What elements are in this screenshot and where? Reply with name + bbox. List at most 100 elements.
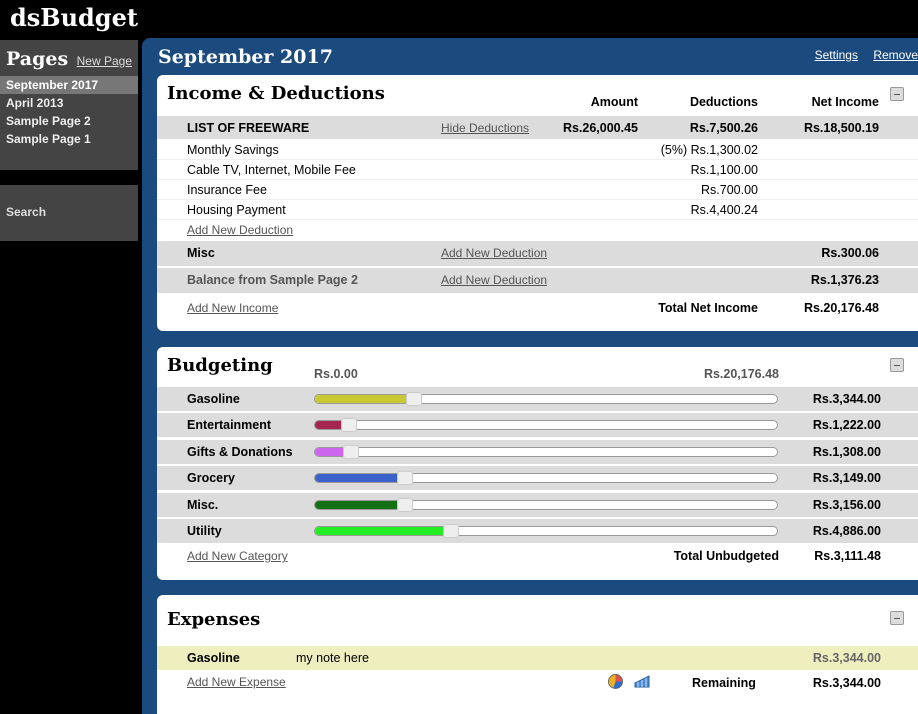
deduction-name: Insurance Fee: [187, 183, 267, 197]
income-name: Balance from Sample Page 2: [187, 273, 358, 287]
budget-slider-handle[interactable]: [406, 392, 422, 406]
budget-slider[interactable]: [314, 444, 778, 459]
budget-slider-fill: [315, 395, 408, 403]
expense-note: my note here: [296, 651, 369, 665]
budget-slider-handle[interactable]: [343, 444, 359, 459]
category-value: Rs.1,222.00: [812, 418, 881, 433]
hide-deductions-link[interactable]: Hide Deductions: [441, 121, 530, 135]
add-deduction-link[interactable]: Add New Deduction: [187, 223, 294, 237]
category-name: Misc.: [187, 497, 219, 512]
expense-value: Rs.3,344.00: [812, 651, 881, 665]
category-value: Rs.3,344.00: [812, 392, 881, 406]
deduction-row[interactable]: Monthly Savings (5%) Rs.1,300.02: [157, 140, 918, 160]
pie-chart-icon[interactable]: [608, 674, 623, 689]
income-deductions: Rs.7,500.26: [689, 121, 758, 135]
expenses-title: Expenses: [167, 609, 261, 630]
deduction-value: Rs.4,400.24: [690, 203, 758, 217]
expenses-minimize-button[interactable]: [890, 611, 904, 625]
budget-category-row: Gifts & Donations Rs.1,308.00: [157, 439, 918, 465]
category-value: Rs.3,149.00: [812, 471, 881, 486]
budget-slider-fill: [315, 447, 345, 456]
add-income-link[interactable]: Add New Income: [187, 301, 279, 315]
add-deduction-row: Add New Deduction: [157, 220, 918, 240]
budgeting-minimize-button[interactable]: [890, 358, 904, 372]
total-net-income-label: Total Net Income: [658, 301, 758, 315]
deduction-value: Rs.700.00: [701, 183, 758, 197]
page-item-sample-page-1[interactable]: Sample Page 1: [6, 132, 91, 146]
income-name: LIST OF FREEWARE: [187, 121, 310, 135]
category-value: Rs.3,156.00: [812, 497, 881, 512]
income-net: Rs.1,376.23: [810, 273, 879, 287]
deduction-value: (5%) Rs.1,300.02: [660, 143, 758, 157]
page-item-april-2013[interactable]: April 2013: [6, 96, 64, 110]
budget-category-row: Gasoline Rs.3,344.00: [157, 387, 918, 412]
expenses-footer: Add New Expense Remaining Rs.3,344.00: [157, 672, 918, 696]
category-name: Entertainment: [187, 418, 272, 433]
deduction-value: Rs.1,100.00: [690, 163, 758, 177]
budgeting-card: Budgeting Rs.0.00 Rs.20,176.48 Gasoline R…: [157, 347, 918, 580]
add-deduction-link[interactable]: Add New Deduction: [441, 246, 548, 260]
category-name: Gasoline: [187, 392, 240, 406]
add-expense-link[interactable]: Add New Expense: [187, 675, 286, 689]
net-income-header: Net Income: [811, 95, 879, 109]
settings-link[interactable]: Settings: [814, 48, 858, 62]
budget-slider-fill: [315, 500, 399, 509]
remove-link[interactable]: Remove: [873, 48, 918, 62]
income-row-misc: Misc Add New Deduction Rs.300.06: [157, 241, 918, 267]
budget-slider[interactable]: [314, 497, 778, 512]
scale-min-label: Rs.0.00: [314, 367, 358, 381]
deduction-name: Cable TV, Internet, Mobile Fee: [187, 163, 356, 177]
page-item-september-2017[interactable]: September 2017: [0, 76, 138, 94]
deduction-name: Monthly Savings: [187, 143, 279, 157]
budget-category-row: Grocery Rs.3,149.00: [157, 466, 918, 492]
category-value: Rs.1,308.00: [812, 444, 881, 459]
deduction-row[interactable]: Insurance Fee Rs.700.00: [157, 180, 918, 200]
remaining-label: Remaining: [692, 676, 756, 690]
main-panel: September 2017 Settings Remove Income & …: [142, 38, 918, 714]
income-card: Income & Deductions Amount Deductions Ne…: [157, 75, 918, 331]
income-row-freeware: LIST OF FREEWARE Hide Deductions Rs.26,0…: [157, 116, 918, 140]
budget-slider-handle[interactable]: [341, 418, 357, 433]
budget-slider[interactable]: [314, 392, 778, 406]
total-unbudgeted-value: Rs.3,111.48: [814, 549, 881, 563]
page-item-sample-page-2[interactable]: Sample Page 2: [6, 114, 91, 128]
bar-chart-icon[interactable]: [634, 675, 650, 688]
budget-slider-handle[interactable]: [397, 471, 413, 486]
budget-slider-fill: [315, 527, 445, 535]
category-name: Utility: [187, 524, 222, 538]
deduction-row[interactable]: Housing Payment Rs.4,400.24: [157, 200, 918, 220]
total-net-income-value: Rs.20,176.48: [803, 301, 879, 315]
add-deduction-link[interactable]: Add New Deduction: [441, 273, 548, 287]
income-amount: Rs.26,000.45: [562, 121, 638, 135]
app-title: dsBudget: [10, 3, 138, 32]
search-button[interactable]: Search: [0, 185, 138, 241]
amount-header: Amount: [590, 95, 638, 109]
deduction-row[interactable]: Cable TV, Internet, Mobile Fee Rs.1,100.…: [157, 160, 918, 180]
income-net: Rs.300.06: [821, 246, 879, 260]
budget-slider-fill: [315, 421, 343, 430]
budget-slider-fill: [315, 474, 399, 483]
category-name: Gifts & Donations: [187, 444, 293, 459]
income-footer: Add New Income Total Net Income Rs.20,17…: [157, 296, 918, 322]
budget-slider[interactable]: [314, 524, 778, 538]
page-title: September 2017: [158, 46, 333, 68]
scale-max-label: Rs.20,176.48: [703, 367, 779, 381]
total-unbudgeted-label: Total Unbudgeted: [673, 549, 779, 563]
deduction-name: Housing Payment: [187, 203, 286, 217]
expense-row[interactable]: Gasoline my note here Rs.3,344.00: [157, 646, 918, 670]
budget-slider[interactable]: [314, 418, 778, 433]
budgeting-footer: Add New Category Total Unbudgeted Rs.3,1…: [157, 545, 918, 569]
income-net: Rs.18,500.19: [803, 121, 879, 135]
income-minimize-button[interactable]: [890, 87, 904, 101]
budgeting-title: Budgeting: [167, 355, 273, 376]
add-category-link[interactable]: Add New Category: [187, 549, 288, 563]
budget-category-row: Utility Rs.4,886.00: [157, 519, 918, 544]
deductions-header: Deductions: [689, 95, 758, 109]
new-page-link[interactable]: New Page: [76, 54, 132, 68]
expenses-card: Expenses Gasoline my note here Rs.3,344.…: [157, 595, 918, 714]
category-name: Grocery: [187, 471, 235, 486]
budget-slider[interactable]: [314, 471, 778, 486]
budget-slider-handle[interactable]: [397, 497, 413, 512]
budget-slider-handle[interactable]: [443, 524, 459, 538]
budget-category-row: Misc. Rs.3,156.00: [157, 492, 918, 518]
